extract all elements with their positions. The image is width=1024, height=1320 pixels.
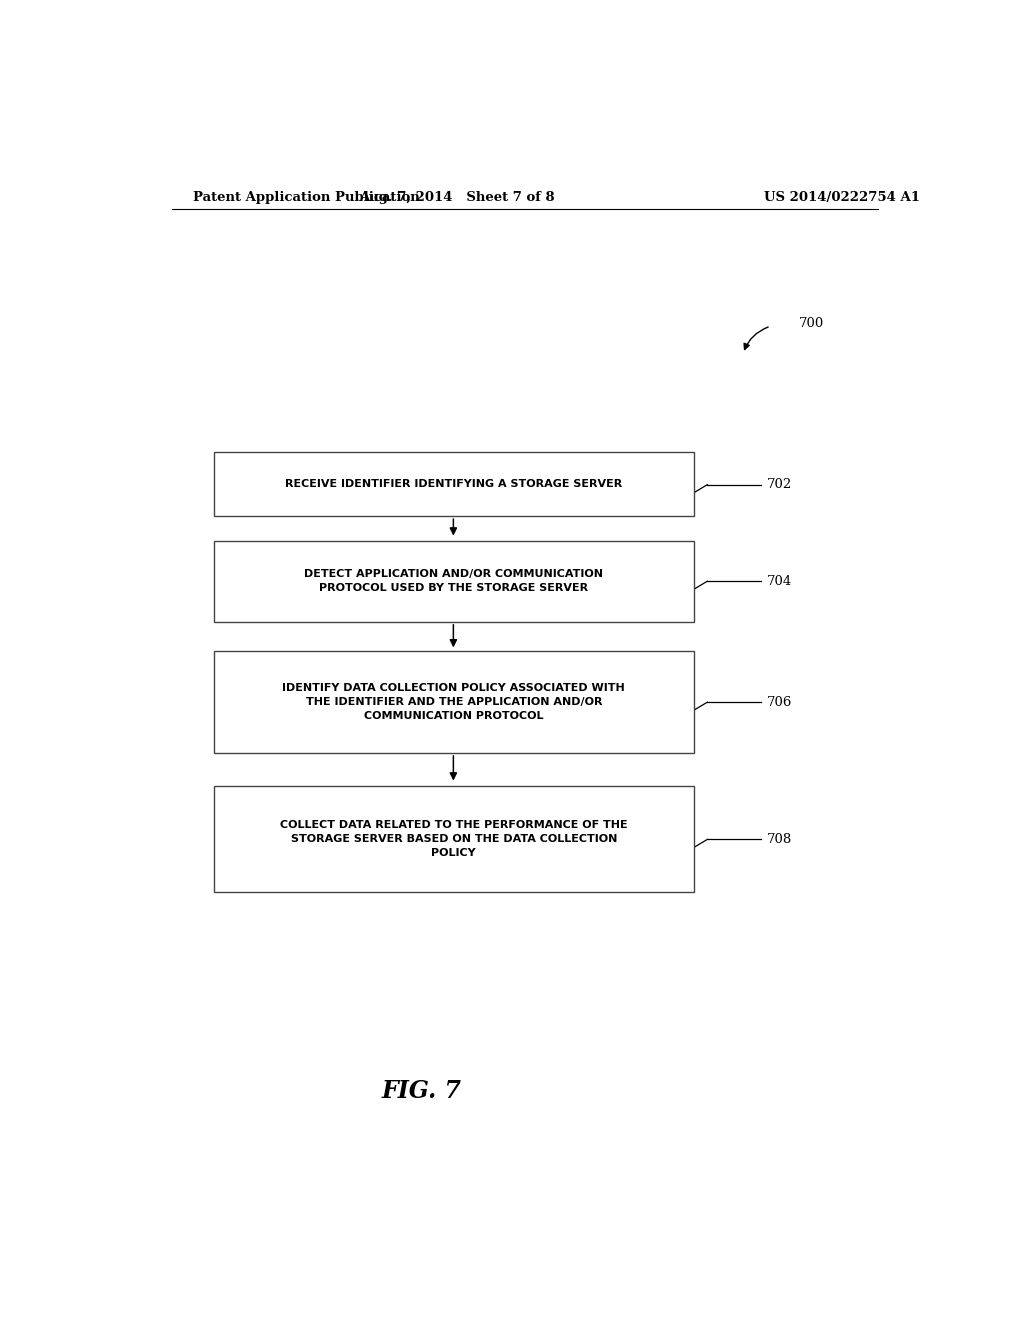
Text: 708: 708	[767, 833, 793, 846]
Text: 704: 704	[767, 574, 793, 587]
Bar	[214, 651, 694, 752]
Text: FIG. 7: FIG. 7	[382, 1080, 462, 1104]
Text: 706: 706	[767, 696, 793, 709]
Bar	[214, 541, 694, 622]
Text: RECEIVE IDENTIFIER IDENTIFYING A STORAGE SERVER: RECEIVE IDENTIFIER IDENTIFYING A STORAGE…	[285, 479, 623, 490]
Text: DETECT APPLICATION AND/OR COMMUNICATION
PROTOCOL USED BY THE STORAGE SERVER: DETECT APPLICATION AND/OR COMMUNICATION …	[304, 569, 603, 593]
Text: IDENTIFY DATA COLLECTION POLICY ASSOCIATED WITH
THE IDENTIFIER AND THE APPLICATI: IDENTIFY DATA COLLECTION POLICY ASSOCIAT…	[283, 684, 625, 721]
Text: 702: 702	[767, 478, 793, 491]
Text: COLLECT DATA RELATED TO THE PERFORMANCE OF THE
STORAGE SERVER BASED ON THE DATA : COLLECT DATA RELATED TO THE PERFORMANCE …	[280, 820, 628, 858]
Text: Patent Application Publication: Patent Application Publication	[194, 191, 420, 205]
Text: Aug. 7, 2014   Sheet 7 of 8: Aug. 7, 2014 Sheet 7 of 8	[359, 191, 555, 205]
Bar	[214, 785, 694, 892]
Text: US 2014/0222754 A1: US 2014/0222754 A1	[764, 191, 921, 205]
Bar	[214, 453, 694, 516]
Text: 700: 700	[799, 317, 824, 330]
